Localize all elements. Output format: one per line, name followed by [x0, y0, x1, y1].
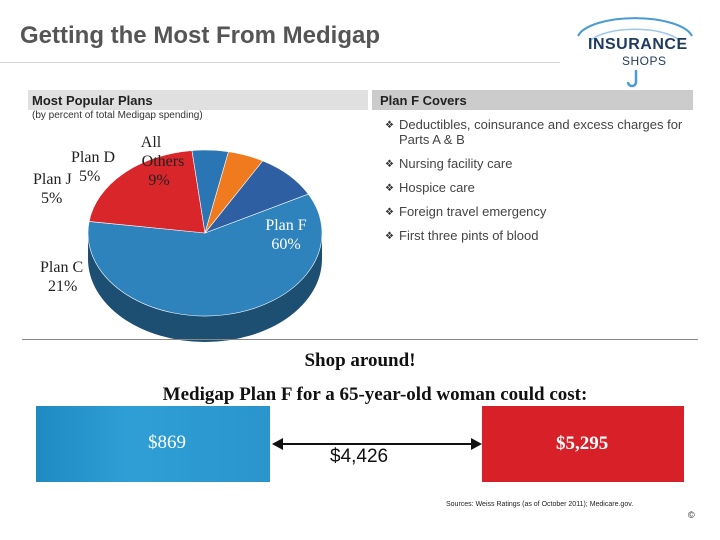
- coverage-item-text: Nursing facility care: [399, 156, 513, 171]
- title-underline: [0, 62, 560, 63]
- coverage-item: ❖ Hospice care: [385, 180, 685, 195]
- sources-note: Sources: Weiss Ratings (as of October 20…: [446, 501, 634, 508]
- pie-label-plan-f: Plan F 60%: [265, 217, 306, 253]
- plan-f-coverage-list: ❖ Deductibles, coinsurance and excess cha…: [385, 117, 685, 252]
- pie-label-all-others: All Others 9%: [141, 134, 185, 189]
- insurance-shops-logo: INSURANCE SHOPS: [570, 14, 700, 90]
- bullet-icon: ❖: [385, 120, 394, 131]
- high-cost-box: $5,295: [482, 406, 684, 482]
- pie-label-plan-j: Plan J 5%: [33, 171, 72, 207]
- cost-description: Medigap Plan F for a 65-year-old woman c…: [162, 384, 588, 405]
- title-bar: Getting the Most From Medigap: [0, 0, 560, 62]
- coverage-item-text: Foreign travel emergency: [399, 204, 547, 219]
- low-cost-box: $869: [36, 406, 270, 482]
- bullet-icon: ❖: [385, 207, 394, 218]
- pie-side-plan-f: [88, 233, 322, 342]
- bullet-icon: ❖: [385, 159, 394, 170]
- plan-share-pie-chart: Plan F 60% Plan C 21% Plan J 5%Plan D 5% All Oth…: [33, 134, 323, 342]
- section-divider: [22, 339, 698, 340]
- spending-note: (by percent of total Medigap spending): [32, 110, 203, 121]
- shop-around-heading: Shop around!: [304, 350, 416, 371]
- low-cost-value: $869: [148, 432, 186, 453]
- coverage-item: ❖ Foreign travel emergency: [385, 204, 685, 219]
- logo-text-shops: SHOPS: [622, 54, 667, 68]
- bullet-icon: ❖: [385, 231, 394, 242]
- page-title: Getting the Most From Medigap: [20, 22, 380, 49]
- average-cost-value: $4,426: [330, 446, 389, 467]
- coverage-item-text: Deductibles, coinsurance and excess char…: [399, 117, 683, 147]
- double-arrow-icon: [272, 438, 482, 450]
- pie-label-plan-c: Plan C 21%: [40, 259, 83, 295]
- coverage-item: ❖ Deductibles, coinsurance and excess cha…: [385, 117, 685, 147]
- pie-label-plan-d: Plan D 5%: [71, 149, 115, 185]
- coverage-item: ❖ First three pints of blood: [385, 228, 685, 243]
- copyright-mark: ©: [688, 510, 695, 520]
- logo-text-insurance: INSURANCE: [588, 36, 688, 53]
- logo-arc-icon: [577, 17, 693, 88]
- pie-slice-all-others: [204, 160, 309, 234]
- bullet-icon: ❖: [385, 183, 394, 194]
- coverage-item: ❖ Nursing facility care: [385, 156, 685, 171]
- high-cost-value: $5,295: [556, 433, 609, 454]
- pie-slice-plan-c: [88, 150, 206, 234]
- plan-f-covers-header: Plan F Covers: [372, 90, 693, 110]
- coverage-item-text: Hospice care: [399, 180, 475, 195]
- pie-slice-plan-f: [87, 193, 323, 317]
- most-popular-plans-header: Most Popular Plans: [28, 90, 368, 110]
- coverage-item-text: First three pints of blood: [399, 228, 539, 243]
